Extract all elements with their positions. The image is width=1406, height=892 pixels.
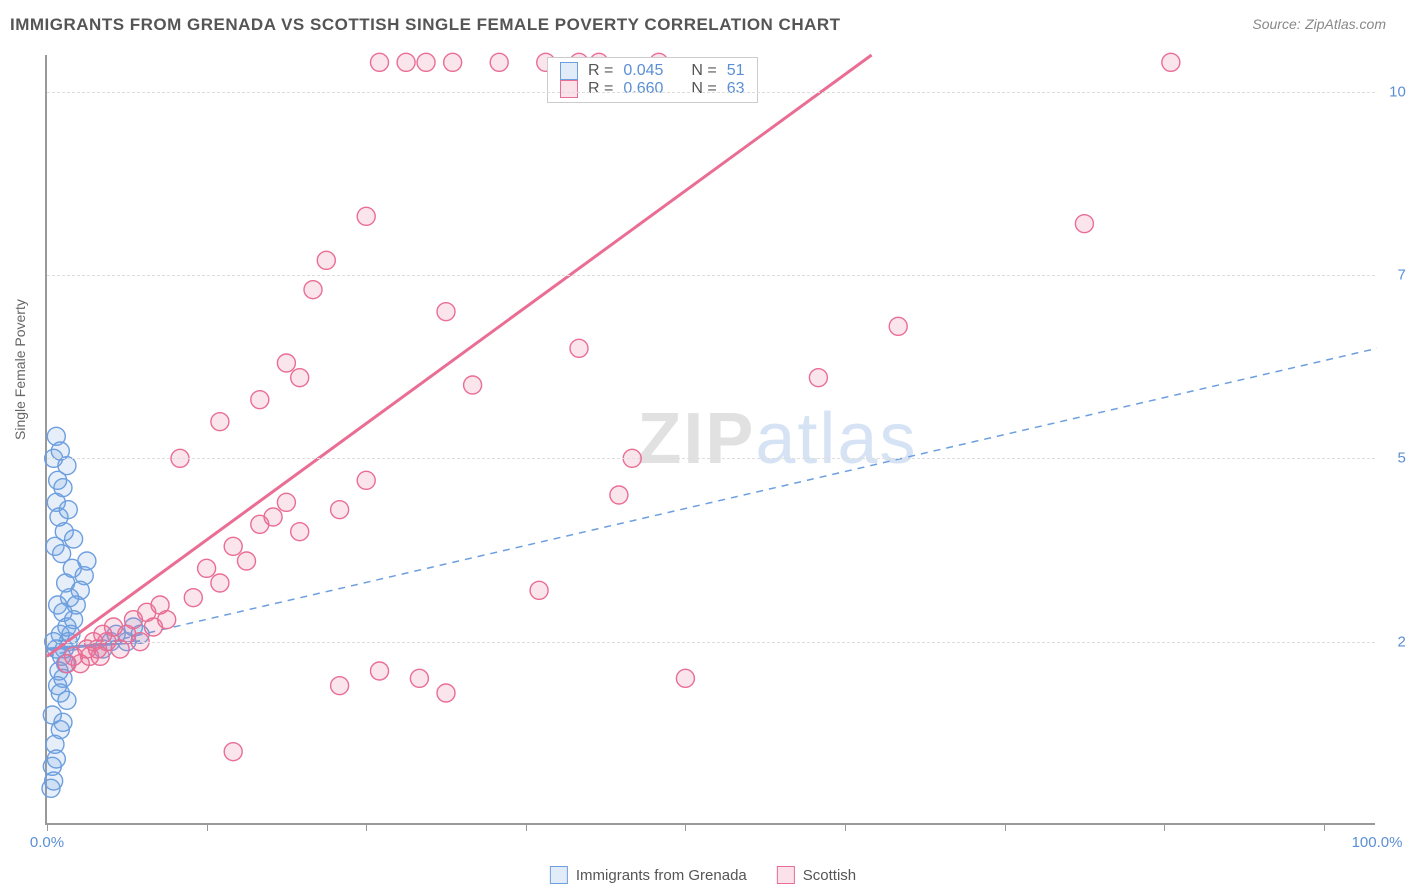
source-label: Source: xyxy=(1252,16,1300,32)
y-tick-label: 100.0% xyxy=(1389,83,1406,100)
gridline-h xyxy=(47,275,1375,276)
data-point-scottish xyxy=(317,251,335,269)
data-point-scottish xyxy=(238,552,256,570)
data-point-scottish xyxy=(397,53,415,71)
data-point-scottish xyxy=(331,501,349,519)
data-point-scottish xyxy=(277,493,295,511)
data-point-scottish xyxy=(410,669,428,687)
data-point-scottish xyxy=(304,281,322,299)
data-point-scottish xyxy=(291,369,309,387)
y-tick-label: 25.0% xyxy=(1397,633,1406,650)
data-point-scottish xyxy=(251,391,269,409)
data-point-scottish xyxy=(464,376,482,394)
x-tick xyxy=(526,823,527,831)
x-tick xyxy=(47,823,48,831)
r-label: R = xyxy=(588,80,613,98)
data-point-scottish xyxy=(224,537,242,555)
x-tick xyxy=(845,823,846,831)
data-point-scottish xyxy=(371,53,389,71)
swatch-grenada xyxy=(560,62,578,80)
data-point-grenada xyxy=(78,552,96,570)
source: Source: ZipAtlas.com xyxy=(1252,16,1386,34)
data-point-scottish xyxy=(264,508,282,526)
data-point-scottish xyxy=(211,413,229,431)
x-tick xyxy=(1324,823,1325,831)
data-point-scottish xyxy=(224,743,242,761)
source-value: ZipAtlas.com xyxy=(1305,16,1386,32)
x-tick xyxy=(1005,823,1006,831)
data-point-scottish xyxy=(277,354,295,372)
legend-label: Scottish xyxy=(803,867,856,884)
data-point-scottish xyxy=(570,339,588,357)
x-tick xyxy=(1164,823,1165,831)
swatch-scottish xyxy=(777,866,795,884)
y-tick-label: 50.0% xyxy=(1397,450,1406,467)
data-point-scottish xyxy=(530,581,548,599)
r-label: R = xyxy=(588,62,613,80)
swatch-grenada xyxy=(550,866,568,884)
legend-stats-row-scottish: R = 0.660 N = 63 xyxy=(560,80,745,98)
n-value: 51 xyxy=(727,62,745,80)
legend-stats-row-grenada: R = 0.045 N = 51 xyxy=(560,62,745,80)
data-point-scottish xyxy=(889,317,907,335)
data-point-scottish xyxy=(291,523,309,541)
data-point-scottish xyxy=(417,53,435,71)
data-point-scottish xyxy=(444,53,462,71)
legend-series: Immigrants from Grenada Scottish xyxy=(550,866,856,884)
data-point-scottish xyxy=(198,559,216,577)
chart-title: IMMIGRANTS FROM GRENADA VS SCOTTISH SING… xyxy=(10,15,841,35)
swatch-scottish xyxy=(560,80,578,98)
data-point-scottish xyxy=(610,486,628,504)
data-point-scottish xyxy=(1075,215,1093,233)
n-label: N = xyxy=(691,80,716,98)
x-tick-label: 0.0% xyxy=(30,834,64,851)
n-label: N = xyxy=(691,62,716,80)
data-point-scottish xyxy=(158,611,176,629)
data-point-scottish xyxy=(371,662,389,680)
y-tick-label: 75.0% xyxy=(1397,267,1406,284)
chart-svg xyxy=(47,55,1375,823)
r-value: 0.660 xyxy=(623,80,663,98)
x-tick xyxy=(366,823,367,831)
data-point-scottish xyxy=(184,589,202,607)
data-point-scottish xyxy=(437,684,455,702)
legend-item-scottish: Scottish xyxy=(777,866,856,884)
plot-area: ZIPatlas R =0.045N =51R =0.660N =63 25.0… xyxy=(45,55,1375,825)
data-point-scottish xyxy=(1162,53,1180,71)
gridline-h xyxy=(47,92,1375,93)
gridline-h xyxy=(47,642,1375,643)
data-point-scottish xyxy=(211,574,229,592)
x-tick xyxy=(685,823,686,831)
data-point-scottish xyxy=(676,669,694,687)
data-point-scottish xyxy=(357,207,375,225)
data-point-scottish xyxy=(331,677,349,695)
n-value: 63 xyxy=(727,80,745,98)
trend-line-scottish xyxy=(47,55,872,656)
y-axis-label: Single Female Poverty xyxy=(12,299,28,440)
data-point-scottish xyxy=(357,471,375,489)
data-point-scottish xyxy=(809,369,827,387)
legend-stats: R = 0.045 N = 51 R = 0.660 N = 63 xyxy=(547,57,758,103)
data-point-grenada xyxy=(47,427,65,445)
legend-item-grenada: Immigrants from Grenada xyxy=(550,866,747,884)
x-tick-label: 100.0% xyxy=(1352,834,1403,851)
data-point-scottish xyxy=(490,53,508,71)
data-point-grenada xyxy=(43,706,61,724)
r-value: 0.045 xyxy=(623,62,663,80)
legend-label: Immigrants from Grenada xyxy=(576,867,747,884)
data-point-scottish xyxy=(437,303,455,321)
trend-line-grenada xyxy=(47,348,1377,656)
x-tick xyxy=(207,823,208,831)
gridline-h xyxy=(47,458,1375,459)
